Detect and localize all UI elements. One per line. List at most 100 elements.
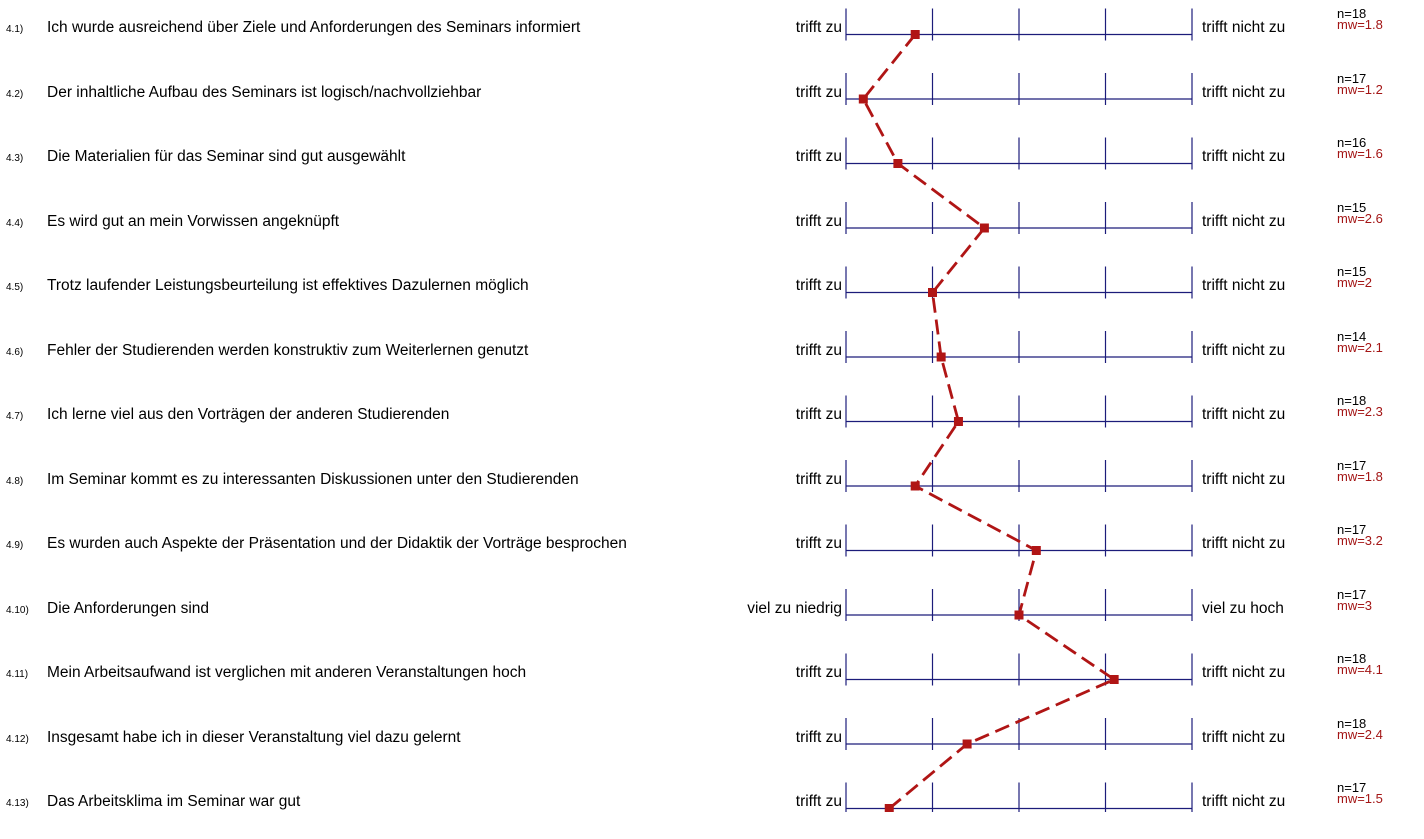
mean-value-label: mw=2.3 [1337,404,1383,419]
right-pole-label: trifft nicht zu [1202,212,1286,230]
right-pole-label: viel zu hoch [1202,599,1284,617]
right-pole-label: trifft nicht zu [1202,148,1286,165]
question-row: 4.8) Im Seminar kommt es zu interessanten… [0,452,1424,517]
question-row: 4.12) Insgesamt habe ich in dieser Verans… [0,710,1424,775]
mean-value-label: mw=1.2 [1337,81,1383,97]
right-pole-label: trifft nicht zu [1202,664,1286,681]
question-text: Das Arbeitsklima im Seminar war gut [47,793,301,810]
mean-marker [953,417,963,426]
mean-value-label: mw=1.8 [1337,17,1383,32]
sample-size-label: n=17 [1337,780,1367,795]
question-number: 4.1) [6,24,24,35]
mean-value-label: mw=2.6 [1337,210,1383,226]
question-text: Es wird gut an mein Vorwissen angeknüpft [47,212,340,230]
question-number: 4.3) [6,153,24,164]
sample-size-label: n=17 [1337,70,1367,86]
question-text: Es wurden auch Aspekte der Präsentation … [47,535,627,552]
left-pole-label: trifft zu [795,277,842,294]
right-pole-label: trifft nicht zu [1202,535,1286,552]
question-row: 4.13) Das Arbeitsklima im Seminar war gut… [0,774,1424,839]
mean-marker [910,30,920,39]
mean-value-label: mw=1.8 [1337,468,1383,484]
left-pole-label: trifft zu [795,728,842,746]
question-number: 4.10) [6,604,29,616]
sample-size-label: n=18 [1337,715,1367,731]
question-text: Im Seminar kommt es zu interessanten Dis… [47,470,579,488]
question-row: 4.2) Der inhaltliche Aufbau des Seminars … [0,65,1424,130]
sample-size-label: n=17 [1337,522,1367,537]
right-pole-label: trifft nicht zu [1202,19,1286,36]
left-pole-label: trifft zu [795,664,842,681]
mean-marker [910,481,920,491]
mean-marker [1109,675,1119,684]
question-number: 4.12) [6,733,29,745]
mean-value-label: mw=4.1 [1337,662,1383,677]
mean-marker [979,223,989,233]
question-text: Trotz laufender Leistungsbeurteilung ist… [47,277,529,294]
right-pole-label: trifft nicht zu [1202,277,1286,294]
question-row: 4.4) Es wird gut an mein Vorwissen angekn… [0,194,1424,259]
sample-size-label: n=16 [1337,135,1367,150]
sample-size-label: n=17 [1337,457,1367,473]
question-number: 4.11) [6,669,29,680]
mean-value-label: mw=2.4 [1337,726,1383,742]
mean-value-label: mw=1.5 [1337,791,1383,806]
question-row: 4.3) Die Materialien für das Seminar sind… [0,129,1424,194]
question-text: Fehler der Studierenden werden konstrukt… [47,341,529,359]
question-number: 4.7) [6,411,24,422]
question-text: Der inhaltliche Aufbau des Seminars ist … [47,83,482,101]
question-text: Ich wurde ausreichend über Ziele und Anf… [47,19,581,36]
profile-line-chart [845,8,1193,812]
sample-size-label: n=18 [1337,651,1367,666]
sample-size-label: n=17 [1337,586,1367,602]
mean-marker [1031,546,1041,555]
question-text: Die Anforderungen sind [47,599,210,617]
right-pole-label: trifft nicht zu [1202,793,1286,810]
question-text: Insgesamt habe ich in dieser Veranstaltu… [47,728,461,746]
question-row: 4.10) Die Anforderungen sind viel zu niedr… [0,581,1424,646]
left-pole-label: trifft zu [795,406,842,423]
sample-size-label: n=15 [1337,199,1367,215]
question-number: 4.13) [6,798,29,809]
question-text: Mein Arbeitsaufwand ist verglichen mit a… [47,664,527,681]
question-row: 4.5) Trotz laufender Leistungsbeurteilung… [0,258,1424,323]
question-number: 4.6) [6,346,24,358]
question-number: 4.4) [6,217,24,229]
mean-marker [1014,610,1024,620]
mean-value-label: mw=1.6 [1337,146,1383,161]
left-pole-label: trifft zu [795,470,842,488]
right-pole-label: trifft nicht zu [1202,341,1286,359]
mean-marker [928,288,937,297]
mean-marker [884,804,894,812]
left-pole-label: trifft zu [795,148,842,165]
right-pole-label: trifft nicht zu [1202,728,1286,746]
mean-value-label: mw=3 [1337,597,1373,613]
question-row: 4.1) Ich wurde ausreichend über Ziele und… [0,0,1424,65]
sample-size-label: n=14 [1337,328,1367,344]
left-pole-label: trifft zu [795,535,842,552]
mean-value-label: mw=2.1 [1337,339,1383,355]
question-row: 4.7) Ich lerne viel aus den Vorträgen der… [0,387,1424,452]
question-row: 4.9) Es wurden auch Aspekte der Präsentat… [0,516,1424,581]
mean-marker [893,159,903,168]
left-pole-label: trifft zu [795,83,842,101]
right-pole-label: trifft nicht zu [1202,406,1286,423]
left-pole-label: viel zu niedrig [747,599,842,617]
left-pole-label: trifft zu [795,19,842,36]
mean-value-label: mw=2 [1337,275,1373,290]
right-pole-label: trifft nicht zu [1202,470,1286,488]
mean-marker [962,739,972,749]
question-number: 4.9) [6,540,24,551]
sample-size-label: n=15 [1337,264,1367,279]
question-number: 4.8) [6,475,24,487]
sample-size-label: n=18 [1337,393,1367,408]
mean-marker [936,352,946,362]
left-pole-label: trifft zu [795,341,842,359]
question-number: 4.2) [6,88,24,100]
question-text: Die Materialien für das Seminar sind gut… [47,148,406,165]
sample-size-label: n=18 [1337,6,1367,21]
question-text: Ich lerne viel aus den Vorträgen der and… [47,406,450,423]
question-row: 4.11) Mein Arbeitsaufwand ist verglichen … [0,645,1424,710]
question-number: 4.5) [6,282,24,293]
mean-marker [858,94,868,104]
